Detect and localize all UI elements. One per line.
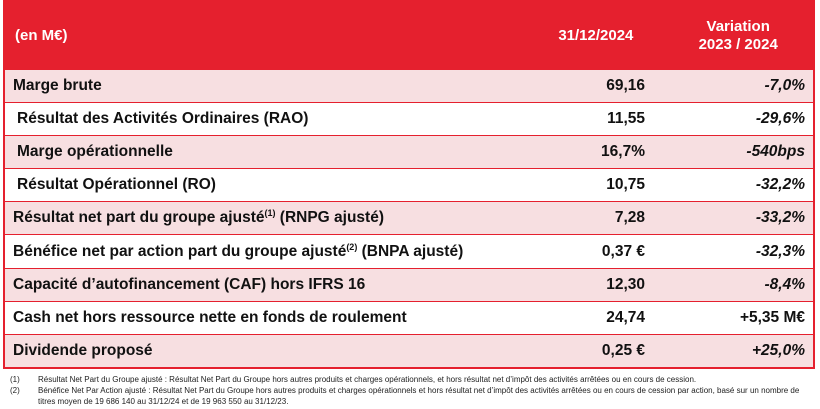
footnote-text: Résultat Net Part du Groupe ajusté : Rés… — [38, 375, 697, 384]
row-variation: -29,6% — [755, 110, 805, 128]
row-label: Bénéfice net par action part du groupe a… — [5, 241, 515, 261]
table-row: Marge opérationnelle 16,7% -540bps — [5, 135, 813, 169]
variation-header-line1: Variation — [706, 17, 770, 35]
variation-header-line2: 2023 / 2024 — [698, 35, 778, 53]
table-row: Dividende proposé 0,25 € +25,0% — [5, 333, 813, 367]
row-label: Capacité d’autofinancement (CAF) hors IF… — [5, 276, 515, 294]
row-label-text: Résultat net part du groupe ajusté — [13, 209, 265, 227]
row-variation: -33,2% — [755, 209, 805, 227]
row-variation: +25,0% — [751, 341, 805, 359]
table-row: Cash net hors ressource nette en fonds d… — [5, 300, 813, 334]
footnote-ref: (2) — [346, 241, 358, 252]
row-label: Résultat Opérationnel (RO) — [5, 176, 515, 194]
row-label-text: Dividende proposé — [13, 341, 153, 359]
table-header: (en M€) 31/12/2024 Variation 2023 / 2024 — [5, 2, 813, 69]
table-row: Résultat des Activités Ordinaires (RAO) … — [5, 102, 813, 135]
row-value: 12,30 — [606, 275, 645, 293]
row-variation: -32,2% — [755, 176, 805, 194]
row-label: Cash net hors ressource nette en fonds d… — [5, 309, 515, 327]
footnote-text: Bénéfice Net Par Action ajusté : Résulta… — [38, 386, 800, 406]
row-value: 24,74 — [606, 308, 645, 326]
row-value: 11,55 — [607, 110, 645, 128]
row-label-text: Bénéfice net par action part du groupe a… — [13, 242, 347, 260]
row-value: 10,75 — [606, 176, 645, 194]
row-variation: -7,0% — [764, 77, 806, 95]
footnote-number: (2) — [10, 386, 20, 395]
row-label-text: Marge brute — [13, 77, 102, 95]
row-label-text: Cash net hors ressource nette en fonds d… — [13, 308, 407, 326]
financial-table: (en M€) 31/12/2024 Variation 2023 / 2024… — [3, 0, 815, 369]
table-row: Capacité d’autofinancement (CAF) hors IF… — [5, 267, 813, 301]
row-value: 0,37 € — [601, 242, 645, 260]
row-label-text: Capacité d’autofinancement (CAF) hors IF… — [13, 275, 366, 293]
row-variation: -8,4% — [764, 275, 806, 293]
table-row: Marge brute 69,16 -7,0% — [5, 69, 813, 103]
footnote-ref: (1) — [264, 208, 276, 219]
row-value: 16,7% — [601, 143, 645, 161]
row-variation: -32,3% — [755, 242, 805, 260]
row-label-text: Résultat Opérationnel (RO) — [17, 176, 216, 194]
variation-header: Variation 2023 / 2024 — [653, 18, 813, 54]
row-label-text: Marge opérationnelle — [17, 143, 173, 161]
row-label: Résultat net part du groupe ajusté(1) (R… — [5, 209, 515, 227]
row-variation: +5,35 M€ — [739, 308, 805, 326]
row-value: 0,25 € — [601, 341, 645, 359]
unit-header: (en M€) — [15, 27, 68, 44]
row-variation: -540bps — [746, 143, 805, 161]
row-label-suffix: (BNPA ajusté) — [357, 242, 464, 260]
footnotes: (1) Résultat Net Part du Groupe ajusté :… — [10, 374, 810, 407]
table-row: Bénéfice net par action part du groupe a… — [5, 234, 813, 267]
row-label-text: Résultat des Activités Ordinaires (RAO) — [17, 110, 309, 128]
row-label: Dividende proposé — [5, 342, 515, 360]
row-label: Résultat des Activités Ordinaires (RAO) — [5, 110, 515, 128]
date-header: 31/12/2024 — [558, 27, 634, 44]
row-label: Marge opérationnelle — [5, 143, 515, 161]
footnote-number: (1) — [10, 375, 20, 384]
row-value: 69,16 — [606, 77, 645, 95]
row-label-suffix: (RNPG ajusté) — [275, 209, 384, 227]
footnote: (1) Résultat Net Part du Groupe ajusté :… — [10, 374, 810, 385]
row-value: 7,28 — [614, 209, 645, 227]
footnote: (2) Bénéfice Net Par Action ajusté : Rés… — [10, 385, 810, 407]
table-row: Résultat net part du groupe ajusté(1) (R… — [5, 201, 813, 235]
table-row: Résultat Opérationnel (RO) 10,75 -32,2% — [5, 168, 813, 201]
row-label: Marge brute — [5, 77, 515, 95]
